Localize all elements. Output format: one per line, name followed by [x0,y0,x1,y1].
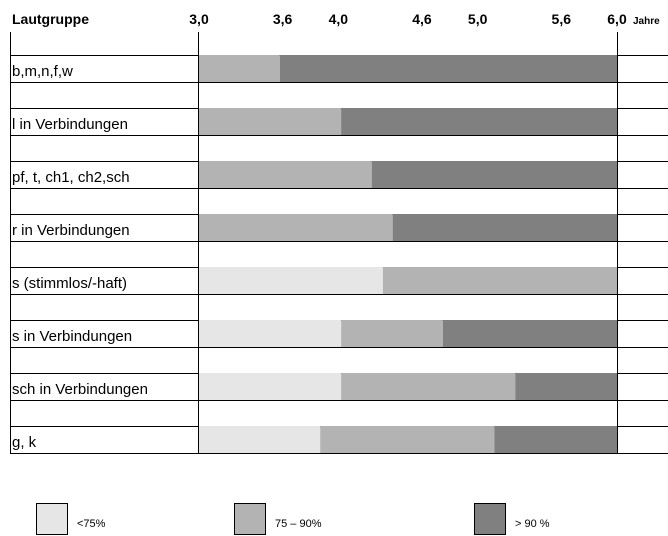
legend-swatch [234,503,266,535]
category-label: sch in Verbindungen [12,381,148,398]
bar-segment [442,320,617,347]
bar-segment [371,161,617,188]
bar-segment [279,55,617,82]
bar-segment [199,161,372,188]
x-tick-label: 6,0 [607,11,627,27]
labels: Lautgruppe 3,0 3,6 4,0 4,6 5,0 5,6 6,0 Jahre b,m… [12,11,660,451]
x-tick-label: 5,0 [468,11,488,27]
bar-segment [199,214,393,241]
legend-label: <75% [77,518,106,530]
category-label: pf, t, ch1, ch2,sch [12,169,130,186]
bar-segment [341,373,516,400]
bar-segment [199,267,383,294]
category-label: g, k [12,434,37,451]
x-tick-label: 4,6 [412,11,432,27]
bar-segment [341,108,617,135]
bar-segment [515,373,617,400]
x-tick-label: 4,0 [329,11,349,27]
legend-swatch [36,503,68,535]
bar-segment [199,320,342,347]
category-header: Lautgruppe [12,11,89,27]
category-label: l in Verbindungen [12,116,128,133]
bar-segment [199,108,342,135]
category-label: s in Verbindungen [12,328,132,345]
bar-segment [341,320,443,347]
category-label: s (stimmlos/-haft) [12,275,127,292]
bar-segment [494,426,617,453]
bar-segment [199,373,342,400]
bar-segments [199,55,617,453]
legend-swatch [474,503,506,535]
x-unit-label: Jahre [633,16,660,27]
bar-segment [320,426,495,453]
legend-label: 75 – 90% [275,518,322,530]
bar-segment [199,426,321,453]
bar-segment [382,267,617,294]
legend: <75% 75 – 90% > 90 % [36,503,550,535]
bar-segment [392,214,617,241]
legend-label: > 90 % [515,518,550,530]
x-tick-label: 3,6 [273,11,293,27]
category-label: b,m,n,f,w [12,63,73,80]
bar-segment [199,55,280,82]
x-tick-label: 3,0 [189,11,209,27]
x-tick-label: 5,6 [552,11,572,27]
category-label: r in Verbindungen [12,222,130,239]
